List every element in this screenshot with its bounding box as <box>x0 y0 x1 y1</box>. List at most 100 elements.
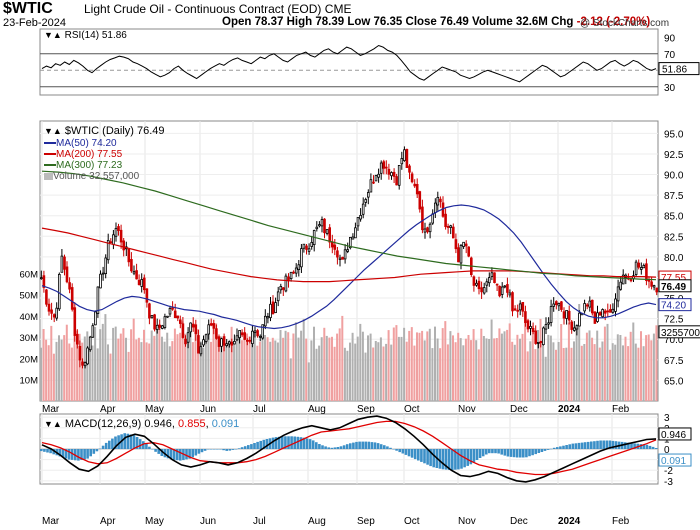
macd-histogram-bar <box>451 449 454 471</box>
price-candle-body <box>506 284 509 293</box>
ma200-legend: MA(200) 77.55 <box>44 149 122 160</box>
price-current-label: 76.49 <box>661 282 686 293</box>
volume-bar <box>276 342 279 401</box>
price-candle-body <box>81 361 84 366</box>
volume-bar <box>343 347 346 401</box>
price-candle-body <box>227 341 231 345</box>
macd-histogram-bar <box>417 449 420 461</box>
price-candle-body <box>274 302 277 314</box>
price-candle-body <box>485 281 489 286</box>
volume-bar <box>70 347 73 401</box>
macd-histogram-bar <box>160 449 164 456</box>
volume-bar <box>289 358 292 401</box>
volume-bar <box>320 337 323 401</box>
volume-bar <box>395 325 398 401</box>
macd-histogram-bar <box>432 449 435 468</box>
volume-bar <box>191 342 194 401</box>
macd-current-box <box>658 427 692 441</box>
volume-bar <box>397 336 400 401</box>
price-candle-body <box>487 277 491 284</box>
macd-histogram-bar <box>77 449 80 461</box>
macd-histogram-bar <box>324 446 327 449</box>
macd-histogram-bar <box>281 436 284 449</box>
price-candle-body <box>300 248 303 268</box>
volume-bar <box>529 341 532 401</box>
volume-bar <box>356 336 359 401</box>
macd-histogram-bar <box>321 445 324 449</box>
macd-histogram-bar <box>648 445 652 449</box>
price-candle-body <box>238 329 241 338</box>
volume-bar <box>338 328 341 401</box>
volume-bar <box>109 353 112 401</box>
macd-histogram-bar <box>497 449 500 454</box>
price-candle-body <box>405 148 409 168</box>
price-candle-body <box>518 303 522 311</box>
price-candle-body <box>567 310 571 321</box>
volume-bar <box>464 338 467 401</box>
price-candle-body <box>204 334 208 342</box>
macd-histogram-bar <box>352 442 355 449</box>
ma50-line <box>41 204 657 330</box>
macd-histogram-bar <box>197 449 201 454</box>
price-candle-body <box>598 312 602 316</box>
price-candle-body <box>261 324 264 339</box>
volume-bar <box>359 323 362 401</box>
price-candle-body <box>307 248 311 252</box>
volume-bar <box>210 341 212 401</box>
macd-histogram-bar <box>191 449 194 458</box>
volume-bar <box>470 340 472 401</box>
macd-histogram-bar <box>138 439 142 449</box>
price-tick-label: 92.5 <box>664 150 684 161</box>
volume-bar <box>271 337 274 401</box>
price-candle-body <box>173 310 177 318</box>
price-legend-label: $WTIC (Daily) 76.49 <box>64 125 165 137</box>
price-candle-body <box>603 310 607 314</box>
price-candle-body <box>50 309 53 314</box>
volume-bar <box>351 332 354 401</box>
x-tick-label-bottom: May <box>145 516 164 527</box>
macd-current-label: 0.946 <box>661 430 686 441</box>
volume-bar <box>78 333 81 401</box>
price-candle-body <box>374 175 378 182</box>
macd-histogram-bar <box>299 437 303 449</box>
price-candle-body <box>454 239 458 250</box>
macd-histogram-bar <box>546 449 550 450</box>
macd-histogram-bar <box>126 433 130 449</box>
macd-line <box>41 415 657 483</box>
price-candle-body <box>480 287 483 293</box>
price-candle-body <box>462 241 465 247</box>
volume-bar <box>132 318 135 401</box>
price-candle-body <box>513 308 517 311</box>
price-candle-body <box>150 314 154 318</box>
price-candle-body <box>176 315 180 319</box>
price-candle-body <box>655 287 658 293</box>
x-tick-label-top: Nov <box>458 404 476 415</box>
volume-bar <box>261 333 264 401</box>
volume-bar <box>292 333 295 401</box>
price-candle-body <box>58 273 61 310</box>
price-candle-body <box>366 192 370 198</box>
price-candle-body <box>101 272 105 275</box>
macd-histogram-bar <box>624 442 627 449</box>
macd-histogram-bar <box>367 441 371 449</box>
volume-bar <box>647 334 650 401</box>
price-candle-body <box>562 311 566 319</box>
price-candle-body <box>570 321 573 330</box>
macd-histogram-bar <box>345 444 349 449</box>
close-label: Close <box>405 16 437 28</box>
price-candle-body <box>207 324 211 335</box>
macd-histogram-bar <box>611 440 615 449</box>
rsi-tick-label: 30 <box>664 83 676 94</box>
volume-bar <box>374 341 377 401</box>
price-candle-body <box>117 226 120 231</box>
macd-histogram-bar <box>506 449 510 457</box>
volume-bar <box>477 349 480 401</box>
macd-histogram-bar <box>438 449 442 469</box>
price-candle-body <box>140 279 144 287</box>
volume-bar <box>485 338 488 401</box>
volume-bar <box>369 333 372 401</box>
macd-histogram-bar <box>287 436 290 449</box>
volume-bar <box>552 342 555 401</box>
macd-histogram-bar <box>444 449 448 470</box>
macd-tick-label: 0 <box>664 445 670 456</box>
